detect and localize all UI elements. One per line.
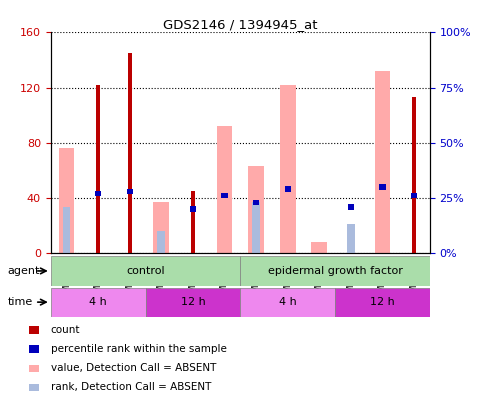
Text: agent: agent — [7, 266, 40, 276]
Bar — [379, 184, 385, 190]
Bar — [190, 206, 196, 212]
Bar — [157, 231, 165, 253]
Bar — [127, 189, 133, 194]
Bar — [253, 200, 259, 205]
Bar — [375, 71, 390, 253]
Text: value, Detection Call = ABSENT: value, Detection Call = ABSENT — [51, 363, 216, 373]
Bar — [248, 166, 264, 253]
Text: 12 h: 12 h — [181, 297, 205, 307]
Bar — [312, 242, 327, 253]
Text: percentile rank within the sample: percentile rank within the sample — [51, 344, 227, 354]
Text: time: time — [7, 297, 32, 307]
Bar — [63, 207, 71, 253]
Bar — [51, 288, 145, 317]
Text: 12 h: 12 h — [370, 297, 395, 307]
Bar — [335, 288, 430, 317]
Bar — [241, 288, 335, 317]
Text: 4 h: 4 h — [279, 297, 297, 307]
Text: rank, Detection Call = ABSENT: rank, Detection Call = ABSENT — [51, 382, 211, 392]
Bar — [284, 186, 291, 192]
Bar — [216, 126, 232, 253]
Bar — [128, 53, 132, 253]
Bar — [347, 224, 355, 253]
Text: control: control — [126, 266, 165, 276]
Text: epidermal growth factor: epidermal growth factor — [268, 266, 402, 276]
Bar — [51, 256, 241, 286]
Bar — [145, 288, 241, 317]
Bar — [252, 202, 260, 253]
Bar — [411, 193, 417, 198]
Bar — [280, 85, 296, 253]
Text: count: count — [51, 325, 80, 335]
Bar — [191, 191, 195, 253]
Bar — [221, 193, 227, 198]
Title: GDS2146 / 1394945_at: GDS2146 / 1394945_at — [163, 18, 317, 31]
Text: 4 h: 4 h — [89, 297, 107, 307]
Bar — [154, 202, 169, 253]
Bar — [58, 148, 74, 253]
Bar — [95, 191, 101, 196]
Bar — [241, 256, 430, 286]
Bar — [348, 204, 354, 209]
Bar — [96, 85, 100, 253]
Bar — [412, 97, 416, 253]
